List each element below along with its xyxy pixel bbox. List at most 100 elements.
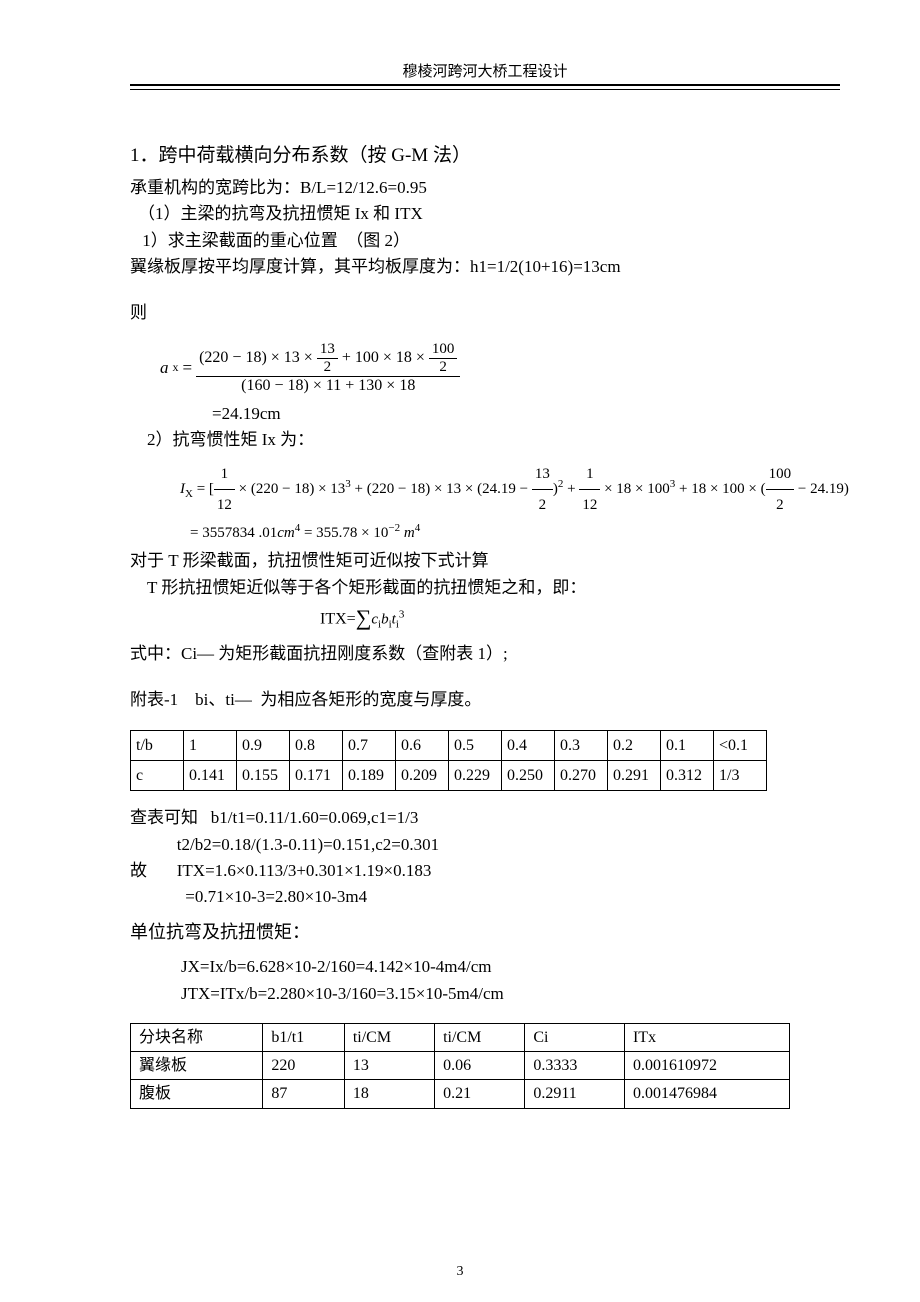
table-header-cell: ITx <box>624 1024 789 1052</box>
ax-subscript: x <box>173 360 179 375</box>
table-cell: t/b <box>131 730 184 760</box>
eq-sign: = <box>183 358 193 378</box>
lookup-line: =0.71×10-3=2.80×10-3m4 <box>130 884 840 910</box>
then-label: 则 <box>130 300 840 326</box>
frac-num: 1 <box>579 459 600 490</box>
ix-text: × 18 × 100 <box>600 481 669 497</box>
ix-subscript: X <box>185 488 193 500</box>
frac-den: 2 <box>429 359 458 376</box>
table-cell: 0.1 <box>661 730 714 760</box>
frac-den: 2 <box>532 490 553 520</box>
table-header-cell: 分块名称 <box>131 1024 263 1052</box>
table-cell: c <box>131 760 184 790</box>
ci-explain: 式中：Ci— 为矩形截面抗扭刚度系数（查附表 1）; <box>130 641 840 667</box>
frac-den: 2 <box>766 490 795 520</box>
ax-num-left: (220 − 18) × 13 × <box>199 349 317 366</box>
table-cell: 0.2911 <box>525 1080 625 1108</box>
table-row: 翼缘板 220 13 0.06 0.3333 0.001610972 <box>131 1052 790 1080</box>
table-cell: 220 <box>263 1052 345 1080</box>
frac-den: 2 <box>317 359 338 376</box>
ax-den: (160 − 18) × 11 + 130 × 18 <box>196 377 460 395</box>
frac-num: 100 <box>766 459 795 490</box>
table-cell: 0.3 <box>555 730 608 760</box>
ix-result-text: = 3557834 .01 <box>190 525 277 541</box>
lookup-line: 查表可知 b1/t1=0.11/1.60=0.069,c1=1/3 <box>130 805 840 831</box>
sup: 4 <box>415 522 421 534</box>
frac-num: 1 <box>214 459 235 490</box>
table-cell: 0.209 <box>396 760 449 790</box>
table-cell: 0.001610972 <box>624 1052 789 1080</box>
table-cell: 87 <box>263 1080 345 1108</box>
table-cell: 0.270 <box>555 760 608 790</box>
ix-intro: 2）抗弯惯性矩 Ix 为： <box>130 427 840 453</box>
itx-lhs: ITX= <box>320 611 356 628</box>
table-cell: 0.06 <box>435 1052 525 1080</box>
table-header-cell: ti/CM <box>435 1024 525 1052</box>
table-cell: <0.1 <box>714 730 767 760</box>
sigma-icon: ∑ <box>356 605 372 631</box>
table-cell: 0.8 <box>290 730 343 760</box>
table-cell: 0.312 <box>661 760 714 790</box>
frac-num: 13 <box>317 341 338 359</box>
unit-heading: 单位抗弯及抗扭惯矩： <box>130 919 840 947</box>
page-header: 穆棱河跨河大桥工程设计 <box>130 60 840 90</box>
table-header-cell: Ci <box>525 1024 625 1052</box>
section-table: 分块名称 b1/t1 ti/CM ti/CM Ci ITx 翼缘板 220 13… <box>130 1023 790 1109</box>
page-number: 3 <box>0 1264 920 1280</box>
lookup-line: 故 ITX=1.6×0.113/3+0.301×1.19×0.183 <box>130 858 840 884</box>
frac-den: 12 <box>579 490 600 520</box>
ax-fraction: (220 − 18) × 13 × 132 + 100 × 18 × 1002 … <box>196 341 460 395</box>
formula-ax: ax = (220 − 18) × 13 × 132 + 100 × 18 × … <box>160 341 520 395</box>
jtx-line: JTX=ITx/b=2.280×10-3/160=3.15×10-5m4/cm <box>130 981 840 1007</box>
frac-den: 12 <box>214 490 235 520</box>
table-row: 腹板 87 18 0.21 0.2911 0.001476984 <box>131 1080 790 1108</box>
table-row: t/b 1 0.9 0.8 0.7 0.6 0.5 0.4 0.3 0.2 0.… <box>131 730 767 760</box>
t-section-line: T 形抗扭惯矩近似等于各个矩形截面的抗扭惯矩之和，即： <box>130 575 840 601</box>
jx-line: JX=Ix/b=6.628×10-2/160=4.142×10-4m4/cm <box>130 954 840 980</box>
table-cell: 0.21 <box>435 1080 525 1108</box>
table-cell: 0.4 <box>502 730 555 760</box>
header-rule <box>130 84 840 90</box>
table-row: c 0.141 0.155 0.171 0.189 0.209 0.229 0.… <box>131 760 767 790</box>
sup: 3 <box>399 609 405 621</box>
table-cell: 0.250 <box>502 760 555 790</box>
formula-ix: IX = [112 × (220 − 18) × 133 + (220 − 18… <box>180 459 840 520</box>
table-cell: 13 <box>344 1052 434 1080</box>
ix-text: − 24.19) <box>794 481 849 497</box>
table-cell: 腹板 <box>131 1080 263 1108</box>
t-section-line: 对于 T 形梁截面，抗扭惯性矩可近似按下式计算 <box>130 548 840 574</box>
body-line: 1）求主梁截面的重心位置 （图 2） <box>130 228 840 254</box>
table-cell: 0.9 <box>237 730 290 760</box>
ix-text: + 18 × 100 × ( <box>675 481 765 497</box>
ix-text: + (220 − 18) × 13 × (24.19 − <box>351 481 532 497</box>
table-cell: 0.7 <box>343 730 396 760</box>
table-header-cell: ti/CM <box>344 1024 434 1052</box>
table-cell: 18 <box>344 1080 434 1108</box>
frac-num: 100 <box>429 341 458 359</box>
body-line: 翼缘板厚按平均厚度计算，其平均板厚度为：h1=1/2(10+16)=13cm <box>130 254 840 280</box>
ix-text: = [ <box>193 481 214 497</box>
frac-num: 13 <box>532 459 553 490</box>
table-cell: 0.141 <box>184 760 237 790</box>
table-cell: 0.2 <box>608 730 661 760</box>
table-header-cell: b1/t1 <box>263 1024 345 1052</box>
unit-m: m <box>400 525 415 541</box>
section-title: 1．跨中荷载横向分布系数（按 G-M 法） <box>130 140 840 167</box>
formula-itx: ITX=∑cibiti3 <box>320 607 840 633</box>
table-cell: 1 <box>184 730 237 760</box>
ax-symbol: a <box>160 358 169 378</box>
ax-result: =24.19cm <box>130 401 840 427</box>
body-line: 承重机构的宽跨比为：B/L=12/12.6=0.95 <box>130 175 840 201</box>
header-title: 穆棱河跨河大桥工程设计 <box>402 60 567 83</box>
table-cell: 翼缘板 <box>131 1052 263 1080</box>
table-cell: 0.189 <box>343 760 396 790</box>
ix-result-text: = 355.78 × 10 <box>300 525 388 541</box>
ix-text: × (220 − 18) × 13 <box>235 481 345 497</box>
table-cell: 0.229 <box>449 760 502 790</box>
ax-num-mid: + 100 × 18 × <box>338 349 429 366</box>
table-cell: 0.171 <box>290 760 343 790</box>
table-cell: 0.6 <box>396 730 449 760</box>
ix-text: + <box>563 481 579 497</box>
body-line: （1）主梁的抗弯及抗扭惯矩 Ix 和 ITX <box>130 201 840 227</box>
table-cell: 0.001476984 <box>624 1080 789 1108</box>
